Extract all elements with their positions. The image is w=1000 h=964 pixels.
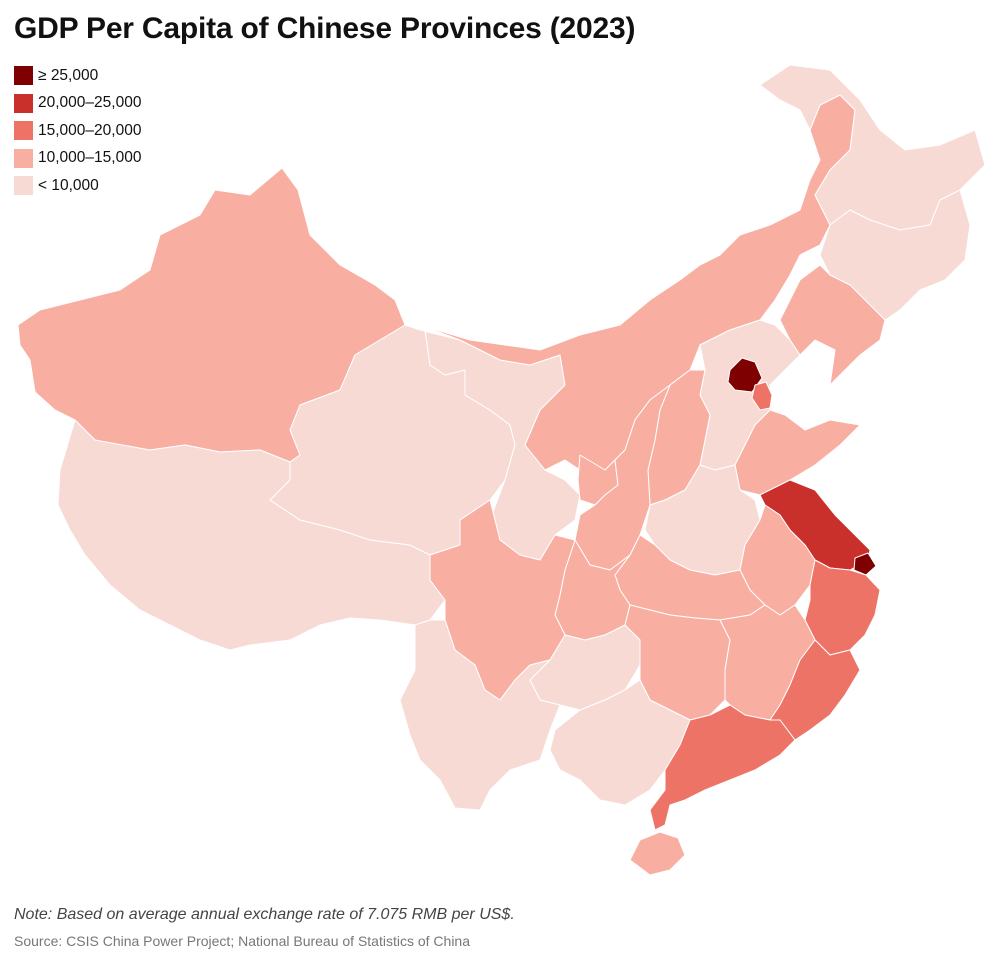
region-hainan[interactable] [629,831,686,876]
legend-label: ≥ 25,000 [38,66,99,84]
legend-swatch [14,176,33,196]
map-title: GDP Per Capita of Chinese Provinces (202… [14,12,636,45]
region-guangdong[interactable] [649,704,796,831]
legend: ≥ 25,000 20,000–25,000 15,000–20,000 10,… [14,62,141,200]
region-fujian[interactable] [769,639,861,741]
region-shanghai[interactable] [853,552,877,576]
legend-item: 20,000–25,000 [14,90,141,118]
legend-label: < 10,000 [38,176,99,194]
legend-label: 15,000–20,000 [38,121,142,139]
legend-item: 15,000–20,000 [14,117,141,145]
legend-label: 10,000–15,000 [38,149,142,167]
legend-swatch [14,148,33,168]
region-zhejiang[interactable] [804,559,881,656]
region-tianjin[interactable] [751,381,773,411]
legend-item: 10,000–15,000 [14,145,141,173]
legend-swatch [14,121,33,141]
footnote: Note: Based on average annual exchange r… [14,906,515,923]
legend-swatch [14,93,33,113]
region-inner-mongolia[interactable] [419,94,856,471]
region-yunnan[interactable] [399,619,561,811]
legend-swatch [14,66,33,86]
legend-item: < 10,000 [14,172,141,200]
source-credit: Source: CSIS China Power Project; Nation… [14,933,470,949]
legend-item: ≥ 25,000 [14,62,141,90]
legend-label: 20,000–25,000 [38,94,142,112]
